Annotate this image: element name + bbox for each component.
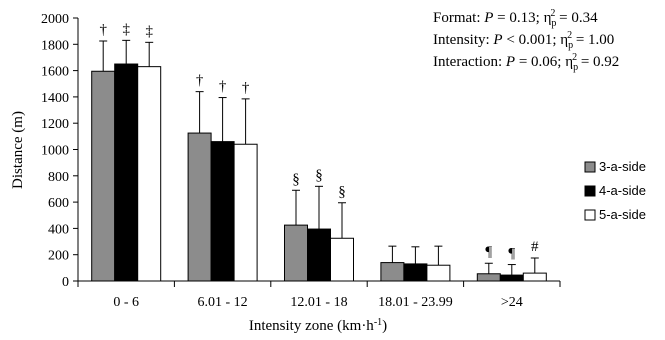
error-bars-layer [99,39,539,276]
legend-swatch-5-a-side [584,209,596,221]
bar-4-a-side [307,228,331,282]
significance-symbol: ‡ [145,23,153,39]
bars-layer [91,63,547,282]
bar-3-a-side [380,262,405,282]
y-tick-label: 600 [48,196,69,211]
x-axis-title: Intensity zone (km·h-1) [249,317,387,334]
x-tick-label: 18.01 - 23.99 [378,295,453,310]
bar-5-a-side [233,143,258,282]
significance-markers: † ‡ ‡ † † † § § § ¶ ¶ # [99,21,539,261]
bar-4-a-side [210,141,235,282]
stats-line: Format: P = 0.13; ηp2 = 0.34 [433,8,598,29]
y-tick-label: 1000 [41,144,69,159]
significance-symbol: ¶ [508,246,515,262]
y-tick-label: 1800 [41,38,69,53]
legend: 3-a-side 4-a-side 5-a-side [584,159,646,222]
y-tick-label: 800 [48,170,69,185]
legend-label: 3-a-side [599,159,646,174]
significance-symbol: ¶ [485,244,492,260]
bar-4-a-side [499,274,524,282]
y-tick-label: 1200 [41,117,69,132]
bar-3-a-side [91,70,116,282]
significance-symbol: † [219,79,227,95]
bar-3-a-side [284,224,308,282]
bar-5-a-side [330,237,354,282]
significance-symbol: † [242,80,250,96]
stats-line: Intensity: P < 0.001; ηp2 = 1.00 [433,30,614,51]
y-tick-label: 400 [48,222,69,237]
significance-symbol: † [99,22,107,38]
bar-5-a-side [522,272,547,282]
y-tick-label: 200 [48,249,69,264]
legend-label: 5-a-side [599,207,646,222]
bar-3-a-side [476,273,501,282]
significance-symbol: § [292,171,300,187]
x-tick-label: 0 - 6 [113,295,139,310]
bar-3-a-side [187,132,212,282]
stats-line: Interaction: P = 0.06; ηp2 = 0.92 [433,52,619,73]
y-axis-ticks: 0 200 400 600 800 1000 1200 1400 1600 1800 2000 [41,12,78,290]
legend-swatch-4-a-side [584,185,596,197]
bar-5-a-side [426,264,451,282]
x-tick-label: 6.01 - 12 [198,295,248,310]
legend-swatch-3-a-side [584,161,596,173]
x-tick-label: >24 [501,295,523,310]
bar-5-a-side [137,66,162,282]
significance-symbol: † [196,73,204,89]
y-tick-label: 1400 [41,91,69,106]
y-tick-label: 1600 [41,65,69,80]
significance-symbol: § [315,167,323,183]
bar-4-a-side [403,263,428,282]
significance-symbol: ‡ [122,21,130,37]
significance-symbol: § [338,184,346,200]
y-tick-label: 2000 [41,12,69,27]
y-tick-label: 0 [62,275,69,290]
bar-4-a-side [114,63,139,282]
y-axis-title: Distance (m) [10,111,26,189]
x-axis-ticks: 0 - 6 6.01 - 12 12.01 - 18 18.01 - 23.99 >24 [77,281,561,310]
legend-label: 4-a-side [599,183,646,198]
x-tick-label: 12.01 - 18 [290,295,347,310]
significance-symbol: # [531,239,539,255]
